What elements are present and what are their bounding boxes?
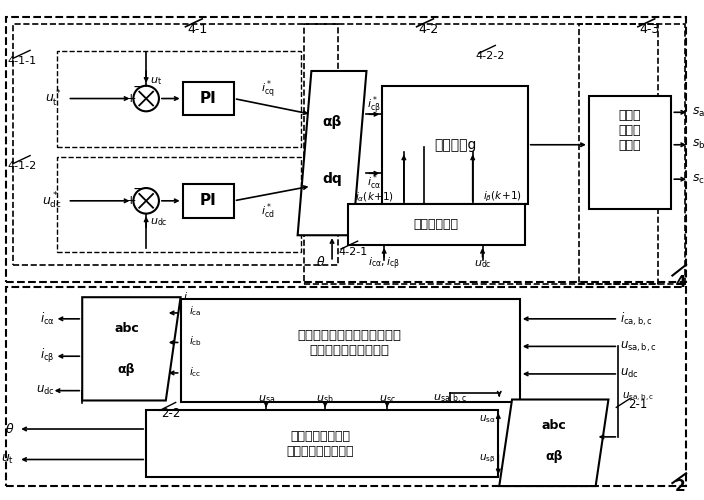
Text: $i_\mathrm{ca,b,c}$: $i_\mathrm{ca,b,c}$	[620, 310, 653, 328]
Text: PI: PI	[200, 91, 217, 106]
Text: 2: 2	[675, 478, 686, 494]
Text: $u_\mathrm{sb}$: $u_\mathrm{sb}$	[316, 394, 334, 406]
Text: $u_\mathrm{s\alpha}$: $u_\mathrm{s\alpha}$	[479, 414, 496, 425]
Bar	[181, 299, 520, 403]
Text: −: −	[132, 80, 144, 94]
Text: abc: abc	[542, 418, 567, 432]
Text: $u_\mathrm{dc}$: $u_\mathrm{dc}$	[474, 258, 491, 270]
Text: $u_\mathrm{t}$: $u_\mathrm{t}$	[1, 453, 14, 466]
Polygon shape	[298, 71, 367, 235]
Text: $i_\mathrm{cb}$: $i_\mathrm{cb}$	[189, 334, 203, 348]
Text: $\theta$: $\theta$	[316, 255, 325, 269]
Text: $s_\mathrm{b}$: $s_\mathrm{b}$	[692, 138, 704, 151]
Text: 4-2-1: 4-2-1	[338, 247, 367, 257]
Text: 4-1: 4-1	[187, 23, 208, 36]
Polygon shape	[82, 297, 181, 401]
Text: 4-1-1: 4-1-1	[8, 56, 37, 66]
Text: 4-2: 4-2	[418, 23, 439, 36]
Text: $\theta$: $\theta$	[5, 422, 14, 436]
Bar	[182, 184, 234, 218]
Text: 4: 4	[675, 275, 686, 290]
Text: $i_\mathrm{cc}$: $i_\mathrm{cc}$	[189, 365, 202, 379]
Text: 电压空
间矢量
的选择: 电压空 间矢量 的选择	[619, 108, 641, 152]
Bar	[589, 96, 672, 208]
Text: +: +	[126, 194, 137, 207]
Bar	[6, 288, 686, 486]
Text: $s_\mathrm{c}$: $s_\mathrm{c}$	[692, 172, 704, 186]
Text: $i_\mathrm{c\alpha}^*$: $i_\mathrm{c\alpha}^*$	[367, 172, 382, 192]
Bar	[303, 24, 658, 284]
Text: $u_\mathrm{dc}^*$: $u_\mathrm{dc}^*$	[42, 190, 61, 211]
Text: $u_\mathrm{sa,b,c}$: $u_\mathrm{sa,b,c}$	[622, 391, 655, 404]
Text: +: +	[126, 92, 137, 105]
Text: $i_\alpha(k\!+\!1)$: $i_\alpha(k\!+\!1)$	[355, 190, 394, 203]
Text: 价值函数g: 价值函数g	[434, 138, 476, 152]
Text: 4-2-2: 4-2-2	[476, 51, 505, 61]
Text: $u_\mathrm{t}^*$: $u_\mathrm{t}^*$	[45, 88, 61, 108]
Text: αβ: αβ	[118, 364, 135, 376]
Text: αβ: αβ	[546, 450, 563, 463]
Text: 2-1: 2-1	[628, 398, 648, 411]
Bar	[348, 204, 524, 245]
Bar	[56, 156, 301, 252]
Text: $i_\mathrm{c\beta}^*$: $i_\mathrm{c\beta}^*$	[367, 94, 381, 116]
Text: $u_\mathrm{sa,b,c}$: $u_\mathrm{sa,b,c}$	[433, 393, 467, 406]
Text: $u_\mathrm{sc}$: $u_\mathrm{sc}$	[379, 394, 396, 406]
Text: $u_\mathrm{dc}$: $u_\mathrm{dc}$	[36, 384, 55, 397]
Text: $i_\mathrm{cq}^*$: $i_\mathrm{cq}^*$	[261, 78, 275, 101]
Text: PI: PI	[200, 194, 217, 208]
Bar	[182, 82, 234, 116]
Text: 预测电流模型: 预测电流模型	[414, 218, 459, 231]
Text: 锁相环输出角度和
机端电压幅值的计算: 锁相环输出角度和 机端电压幅值的计算	[287, 430, 354, 458]
Bar	[146, 410, 498, 477]
Bar	[56, 52, 301, 146]
Text: abc: abc	[114, 322, 139, 335]
Text: $u_\mathrm{dc}$: $u_\mathrm{dc}$	[150, 216, 168, 228]
Text: $s_\mathrm{a}$: $s_\mathrm{a}$	[692, 106, 704, 119]
Text: $u_\mathrm{s\beta}$: $u_\mathrm{s\beta}$	[479, 452, 496, 464]
Text: $u_\mathrm{t}$: $u_\mathrm{t}$	[150, 75, 162, 86]
Text: $i_\mathrm{c\alpha},i_\mathrm{c\beta}$: $i_\mathrm{c\alpha},i_\mathrm{c\beta}$	[368, 256, 401, 272]
Text: 4-1-2: 4-1-2	[8, 162, 37, 172]
Text: $u_\mathrm{sa}$: $u_\mathrm{sa}$	[258, 394, 275, 406]
Text: $i$: $i$	[183, 290, 188, 302]
Text: $u_\mathrm{sa,b,c}$: $u_\mathrm{sa,b,c}$	[620, 339, 657, 353]
Bar	[6, 17, 686, 282]
Bar	[13, 24, 338, 265]
Bar	[382, 86, 528, 204]
Text: $i_\mathrm{c\beta}$: $i_\mathrm{c\beta}$	[40, 347, 55, 365]
Polygon shape	[499, 400, 608, 486]
Text: $i_\mathrm{c\alpha}$: $i_\mathrm{c\alpha}$	[40, 311, 55, 327]
Text: dq: dq	[322, 172, 342, 186]
Text: $i_\mathrm{ca}$: $i_\mathrm{ca}$	[189, 304, 202, 318]
Text: $i_\beta(k\!+\!1)$: $i_\beta(k\!+\!1)$	[482, 190, 522, 204]
Text: 2-2: 2-2	[161, 407, 180, 420]
Bar	[579, 24, 685, 284]
Text: αβ: αβ	[322, 115, 341, 129]
Text: $i_\mathrm{cd}^*$: $i_\mathrm{cd}^*$	[261, 202, 275, 222]
Text: $u_\mathrm{dc}$: $u_\mathrm{dc}$	[620, 368, 639, 380]
Text: 4-3: 4-3	[640, 23, 660, 36]
Text: −: −	[132, 182, 144, 196]
Text: 自励异步发电机控制系统电压
和电流信号的实时采集: 自励异步发电机控制系统电压 和电流信号的实时采集	[298, 330, 402, 357]
